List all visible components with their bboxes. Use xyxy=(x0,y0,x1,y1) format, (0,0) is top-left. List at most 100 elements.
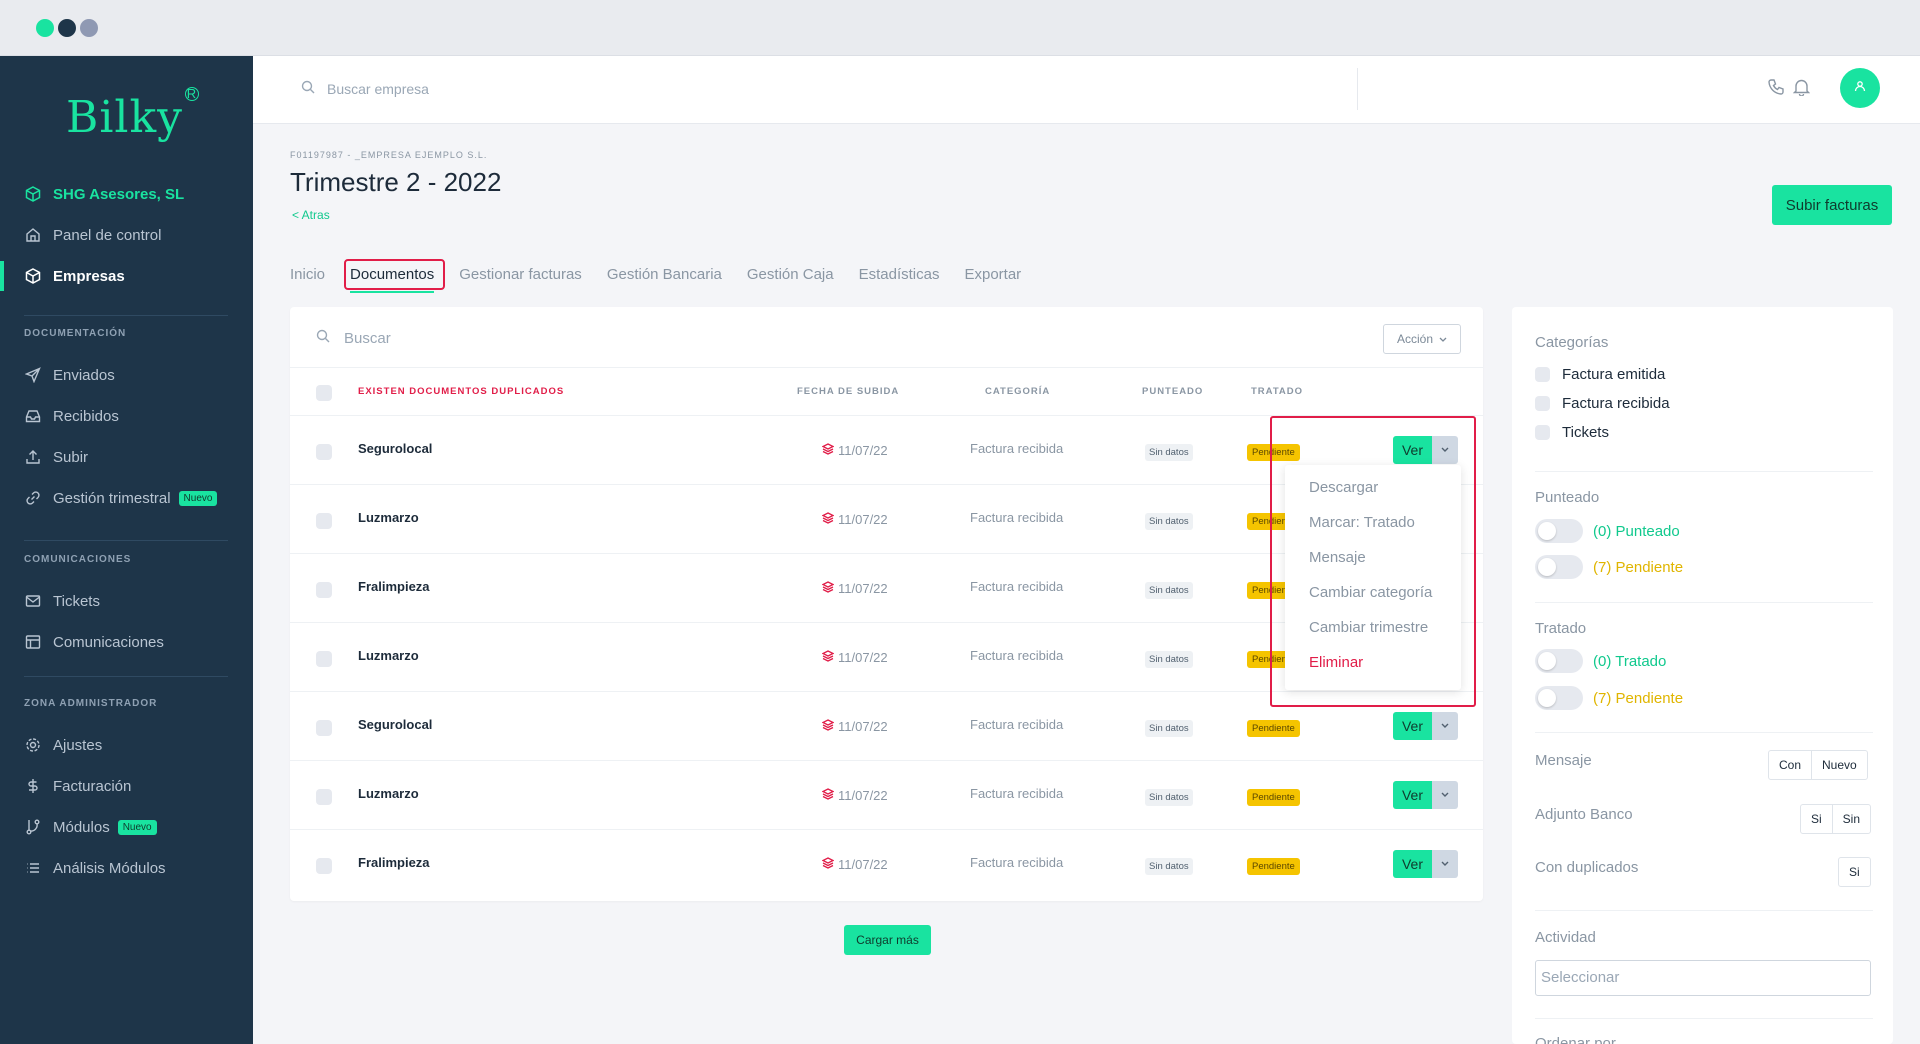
row-menu-toggle[interactable] xyxy=(1432,436,1458,464)
row-checkbox[interactable] xyxy=(316,513,332,529)
segment-nuevo[interactable]: Nuevo xyxy=(1811,751,1867,779)
activity-select[interactable]: Seleccionar xyxy=(1535,960,1871,996)
sidebar-item-modulos[interactable]: Módulos Nuevo xyxy=(0,810,253,844)
git-icon xyxy=(24,818,42,836)
sidebar-item-label: Panel de control xyxy=(53,226,162,244)
category-text: Factura recibida xyxy=(970,510,1064,525)
phone-icon[interactable] xyxy=(1767,78,1785,101)
tab-gestionar-facturas[interactable]: Gestionar facturas xyxy=(459,266,582,283)
punteado-badge: Sin datos xyxy=(1145,582,1193,599)
menu-item-eliminar[interactable]: Eliminar xyxy=(1309,654,1364,671)
toggle-tratado[interactable]: (0) Tratado xyxy=(1535,649,1666,673)
action-dropdown-button[interactable]: Acción xyxy=(1383,324,1461,354)
filter-title-punteado: Punteado xyxy=(1535,489,1600,506)
registered-mark: R xyxy=(185,86,199,102)
tab-exportar[interactable]: Exportar xyxy=(964,266,1022,283)
row-menu-toggle[interactable] xyxy=(1432,781,1458,809)
search-icon xyxy=(301,80,315,97)
back-link[interactable]: < Atras xyxy=(292,208,330,222)
segment-si[interactable]: Si xyxy=(1849,865,1860,879)
status-badge: Pendiente xyxy=(1247,720,1300,737)
filter-title-tratado: Tratado xyxy=(1535,620,1587,637)
sidebar-item-subir[interactable]: Subir xyxy=(0,440,253,474)
view-button[interactable]: Ver xyxy=(1393,850,1432,878)
view-button[interactable]: Ver xyxy=(1393,436,1432,464)
sidebar-item-recibidos[interactable]: Recibidos xyxy=(0,399,253,433)
upload-invoices-button[interactable]: Subir facturas xyxy=(1772,185,1892,225)
row-checkbox[interactable] xyxy=(316,720,332,736)
date-text: 11/07/22 xyxy=(838,581,888,596)
table-row: Luzmarzo 11/07/22 Factura recibida Sin dato… xyxy=(290,760,1483,830)
sidebar-item-empresas[interactable]: Empresas xyxy=(0,259,253,293)
logo[interactable]: Bilky R xyxy=(66,87,199,143)
sidebar-item-enviados[interactable]: Enviados xyxy=(0,358,253,392)
checkbox xyxy=(1535,396,1550,411)
menu-item-cambiar-trimestre[interactable]: Cambiar trimestre xyxy=(1309,619,1429,636)
load-more-button[interactable]: Cargar más xyxy=(844,925,931,955)
sidebar-item-tickets[interactable]: Tickets xyxy=(0,584,253,618)
segment-sin[interactable]: Sin xyxy=(1831,805,1870,833)
topbar: Buscar empresa xyxy=(253,56,1920,124)
sidebar-item-panel[interactable]: Panel de control xyxy=(0,218,253,252)
sidebar-item-label: Comunicaciones xyxy=(53,633,164,651)
row-checkbox[interactable] xyxy=(316,582,332,598)
document-search[interactable]: Buscar xyxy=(316,329,391,347)
box-icon xyxy=(24,185,42,203)
row-checkbox[interactable] xyxy=(316,789,332,805)
toggle-label: (7) Pendiente xyxy=(1593,558,1684,576)
menu-item-marcar-tratado[interactable]: Marcar: Tratado xyxy=(1309,514,1415,531)
filter-checkbox-factura-recibida[interactable]: Factura recibida xyxy=(1535,395,1670,412)
window-dot-dark[interactable] xyxy=(58,19,76,37)
checkbox-label: Tickets xyxy=(1562,424,1609,441)
date-text: 11/07/22 xyxy=(838,788,888,803)
sidebar-item-analisis-modulos[interactable]: Análisis Módulos xyxy=(0,851,253,885)
table-row: Segurolocal 11/07/22 Factura recibida Sin d… xyxy=(290,691,1483,761)
bell-icon[interactable] xyxy=(1792,78,1811,101)
sidebar-divider xyxy=(24,540,228,541)
panel-divider xyxy=(1535,471,1873,472)
tab-estadisticas[interactable]: Estadísticas xyxy=(858,266,940,283)
menu-item-mensaje[interactable]: Mensaje xyxy=(1309,549,1366,566)
row-checkbox[interactable] xyxy=(316,651,332,667)
sidebar-item-gestion-trimestral[interactable]: Gestión trimestral Nuevo xyxy=(0,481,253,515)
menu-item-descargar[interactable]: Descargar xyxy=(1309,479,1379,496)
sidebar-item-comunicaciones[interactable]: Comunicaciones xyxy=(0,625,253,659)
row-checkbox[interactable] xyxy=(316,858,332,874)
toggle-punteado[interactable]: (0) Punteado xyxy=(1535,519,1680,543)
sidebar-item-facturacion[interactable]: Facturación xyxy=(0,769,253,803)
box-icon xyxy=(24,267,42,285)
segment-con[interactable]: Con xyxy=(1779,758,1802,772)
filter-checkbox-factura-emitida[interactable]: Factura emitida xyxy=(1535,366,1665,383)
sidebar-item-company[interactable]: SHG Asesores, SL xyxy=(0,177,253,211)
document-name: Fralimpieza xyxy=(358,579,430,594)
company-search[interactable]: Buscar empresa xyxy=(301,80,429,97)
punteado-badge: Sin datos xyxy=(1145,651,1193,668)
view-button[interactable]: Ver xyxy=(1393,781,1432,809)
select-all-checkbox[interactable] xyxy=(316,385,332,401)
sidebar-item-label: Enviados xyxy=(53,366,115,384)
filter-checkbox-tickets[interactable]: Tickets xyxy=(1535,424,1609,441)
tab-inicio[interactable]: Inicio xyxy=(290,266,326,283)
sidebar-item-label: Gestión trimestral xyxy=(53,489,171,507)
chevron-down-icon xyxy=(1439,332,1447,346)
avatar[interactable] xyxy=(1840,68,1880,108)
window-dot-grey[interactable] xyxy=(80,19,98,37)
row-checkbox[interactable] xyxy=(316,444,332,460)
row-menu-toggle[interactable] xyxy=(1432,850,1458,878)
chevron-down-icon xyxy=(1441,861,1449,866)
view-button[interactable]: Ver xyxy=(1393,712,1432,740)
toggle-label: (0) Tratado xyxy=(1593,652,1667,670)
highlight-box xyxy=(1270,416,1476,707)
sidebar-item-ajustes[interactable]: Ajustes xyxy=(0,728,253,762)
tab-documentos[interactable]: Documentos xyxy=(350,266,435,293)
toggle-punteado-pendiente[interactable]: (7) Pendiente xyxy=(1535,555,1683,579)
segment-si[interactable]: Si xyxy=(1811,812,1822,826)
tab-gestion-bancaria[interactable]: Gestión Bancaria xyxy=(606,266,722,283)
window-dot-green[interactable] xyxy=(36,19,54,37)
toggle-label: (7) Pendiente xyxy=(1593,689,1684,707)
toggle-tratado-pendiente[interactable]: (7) Pendiente xyxy=(1535,686,1683,710)
menu-item-cambiar-categoria[interactable]: Cambiar categoría xyxy=(1309,584,1433,601)
action-label: Acción xyxy=(1396,332,1434,346)
row-menu-toggle[interactable] xyxy=(1432,712,1458,740)
tab-gestion-caja[interactable]: Gestión Caja xyxy=(746,266,834,283)
